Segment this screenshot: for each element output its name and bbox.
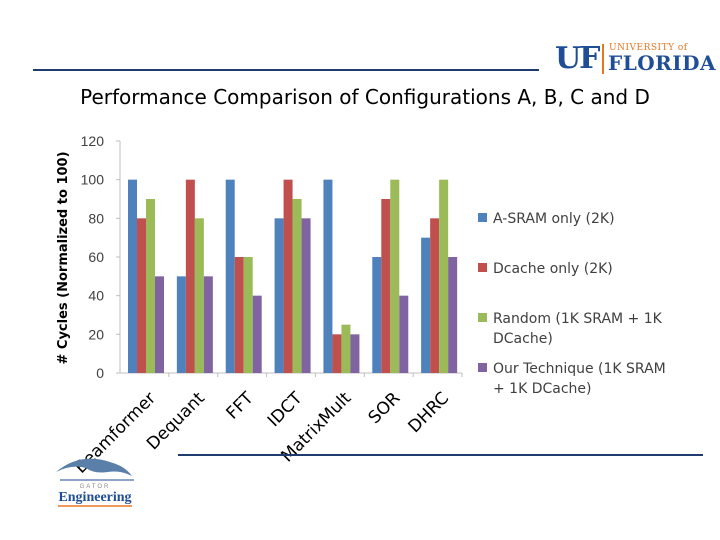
gator-engineering-logo: GATOR Engineering (56, 458, 134, 507)
legend-label: A-SRAM only (2K) (493, 211, 615, 227)
bar (252, 295, 262, 373)
bar (421, 237, 431, 373)
bar (390, 179, 400, 373)
header-rule (33, 69, 539, 71)
legend-swatch (478, 313, 487, 322)
y-tick-label: 80 (88, 210, 104, 226)
y-axis-label: # Cycles (Normalized to 100) (56, 151, 71, 364)
gator-icon (56, 458, 132, 476)
y-tick-label: 40 (88, 288, 104, 304)
legend-swatch (478, 213, 487, 222)
bar (225, 179, 235, 373)
bar (301, 218, 311, 373)
bar (176, 276, 186, 373)
bar (234, 257, 244, 373)
bar (243, 257, 253, 373)
x-tick-label: DHRC (405, 388, 454, 437)
bar (137, 218, 146, 373)
bar (203, 276, 213, 373)
bar (155, 276, 164, 373)
bar (399, 295, 409, 373)
chart-title: Performance Comparison of Configurations… (80, 85, 650, 109)
legend-label: Dcache only (2K) (493, 261, 613, 277)
y-tick-label: 120 (81, 133, 105, 149)
bar (185, 179, 195, 373)
legend-swatch (478, 363, 487, 372)
bar (274, 218, 284, 373)
bar (381, 199, 391, 373)
bar (292, 199, 302, 373)
bar (430, 218, 440, 373)
uf-logo-mark: UF (555, 41, 600, 76)
uf-logo: UF UNIVERSITY of FLORIDA (555, 41, 716, 76)
logo-gator-text: GATOR (80, 484, 111, 490)
y-tick-label: 100 (81, 172, 105, 188)
bar (341, 324, 351, 373)
uf-logo-university: UNIVERSITY of (609, 43, 688, 53)
y-tick-label: 0 (96, 365, 104, 381)
logo-engineering-text: Engineering (58, 490, 131, 505)
bar (323, 179, 333, 373)
legend-label: Our Technique (1K SRAM + 1K DCache) (493, 361, 666, 397)
bar (448, 257, 458, 373)
uf-logo-divider (602, 44, 604, 74)
bar (128, 179, 137, 373)
y-tick-label: 60 (88, 249, 104, 265)
legend-swatch (478, 263, 487, 272)
bar (332, 334, 342, 373)
x-tick-label: IDCT (264, 388, 307, 431)
x-tick-label: SOR (365, 388, 405, 428)
bar (194, 218, 204, 373)
footer-rule (178, 454, 703, 456)
y-tick-label: 20 (88, 326, 104, 342)
bar (372, 257, 382, 373)
x-tick-label: FFT (223, 388, 259, 424)
legend-label: Random (1K SRAM + 1K DCache) (493, 311, 663, 347)
uf-logo-name: FLORIDA (608, 51, 717, 75)
bar (146, 199, 155, 373)
bar (350, 334, 360, 373)
bar (283, 179, 293, 373)
bar (439, 179, 449, 373)
